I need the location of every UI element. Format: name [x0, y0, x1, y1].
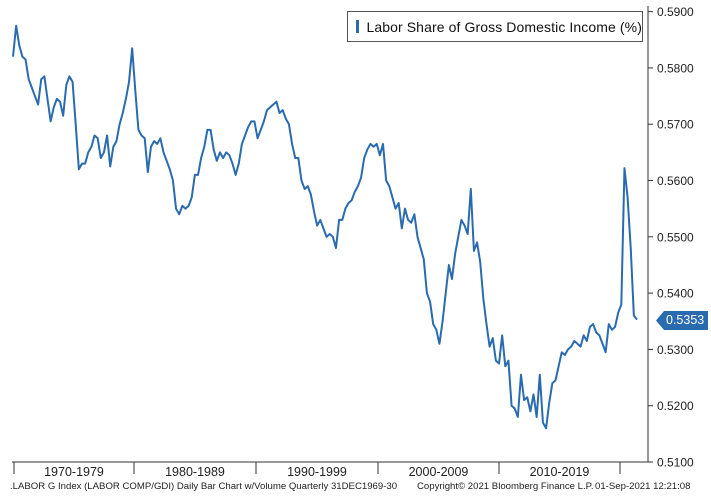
y-tick-label: 0.5500 [657, 230, 694, 244]
series-line-labor-share [12, 24, 638, 430]
footer-index-info: .LABOR G Index (LABOR COMP/GDI) Daily Ba… [10, 481, 398, 492]
y-tick-label: 0.5400 [657, 287, 694, 301]
legend: Labor Share of Gross Domestic Income (%) [347, 11, 643, 42]
plot-frame [12, 6, 649, 463]
footer-copyright: Copyright© 2021 Bloomberg Finance L.P. [417, 481, 594, 492]
x-tick-label: 2000-2009 [409, 465, 469, 479]
legend-label: Labor Share of Gross Domestic Income (%) [366, 18, 642, 35]
y-tick-label: 0.5800 [657, 61, 694, 75]
x-axis: 1970-1979 1980-1989 1990-1999 2000-2009 2010… [13, 462, 621, 479]
x-tick-label: 1990-1999 [287, 465, 347, 479]
y-tick-label: 0.5100 [657, 456, 694, 470]
last-value-badge [656, 311, 708, 330]
y-tick-label: 0.5200 [657, 399, 694, 413]
footer-timestamp: 01-Sep-2021 12:21:08 [595, 481, 691, 492]
y-tick-label: 0.5900 [657, 5, 694, 19]
x-tick-label: 2010-2019 [530, 465, 590, 479]
x-tick-label: 1980-1989 [165, 465, 225, 479]
series-layer [12, 24, 638, 430]
y-tick-label: 0.5300 [657, 343, 694, 357]
y-tick-label: 0.5600 [657, 174, 694, 188]
y-tick-label: 0.5700 [657, 118, 694, 132]
last-value-label: 0.5353 [666, 313, 705, 327]
legend-swatch [356, 20, 360, 33]
y-axis: 0.5900 0.5800 0.5700 0.5600 0.5500 0.5400 0.53… [648, 5, 694, 470]
x-tick-label: 1970-1979 [44, 465, 104, 479]
